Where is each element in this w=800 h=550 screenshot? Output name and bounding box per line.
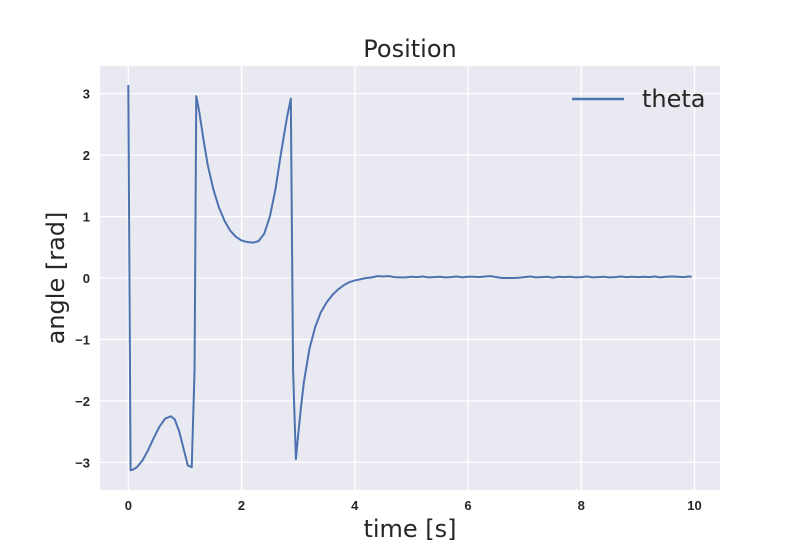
y-tick-label: 3 — [83, 87, 90, 102]
y-tick-label: 2 — [83, 148, 90, 163]
y-axis-label: angle [rad] — [42, 212, 70, 345]
x-tick-label: 4 — [351, 498, 359, 513]
y-tick-labels: −3 −2 −1 0 1 2 3 — [75, 87, 90, 471]
x-tick-label: 6 — [464, 498, 471, 513]
x-axis-label: time [s] — [363, 515, 456, 543]
x-tick-label: 8 — [578, 498, 585, 513]
x-tick-label: 0 — [125, 498, 132, 513]
x-tick-label: 2 — [238, 498, 245, 513]
x-tick-label: 10 — [687, 498, 701, 513]
y-tick-label: 0 — [83, 271, 90, 286]
x-tick-labels: 0 2 4 6 8 10 — [125, 498, 702, 513]
y-tick-label: −3 — [75, 455, 90, 470]
y-tick-label: 1 — [83, 210, 90, 225]
legend-label-theta: theta — [642, 85, 706, 113]
y-tick-label: −1 — [75, 332, 90, 347]
y-tick-label: −2 — [75, 394, 90, 409]
chart-title: Position — [363, 35, 456, 63]
